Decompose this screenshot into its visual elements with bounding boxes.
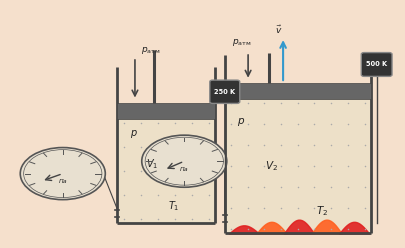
Text: Па: Па (180, 167, 189, 172)
FancyBboxPatch shape (361, 53, 392, 76)
Bar (225, 99, 371, 233)
Text: $V_1$: $V_1$ (146, 157, 158, 171)
Text: 250 K: 250 K (214, 89, 235, 95)
Text: $\vec{v}$: $\vec{v}$ (275, 24, 283, 36)
Bar (117, 119, 215, 223)
Text: $T_2$: $T_2$ (316, 204, 328, 218)
Text: $T_1$: $T_1$ (168, 199, 180, 213)
Text: $p$: $p$ (130, 128, 137, 140)
Circle shape (20, 148, 105, 200)
Bar (117, 103, 215, 119)
Text: 500 K: 500 K (366, 62, 387, 67)
Text: $p_{\rm атм}$: $p_{\rm атм}$ (232, 37, 252, 48)
Text: $V_2$: $V_2$ (265, 159, 278, 173)
Bar (225, 83, 371, 99)
Text: $p_{\rm атм}$: $p_{\rm атм}$ (141, 45, 160, 56)
Circle shape (142, 135, 227, 187)
FancyBboxPatch shape (210, 80, 240, 103)
Text: Па: Па (58, 180, 67, 185)
Text: $p$: $p$ (237, 116, 245, 127)
